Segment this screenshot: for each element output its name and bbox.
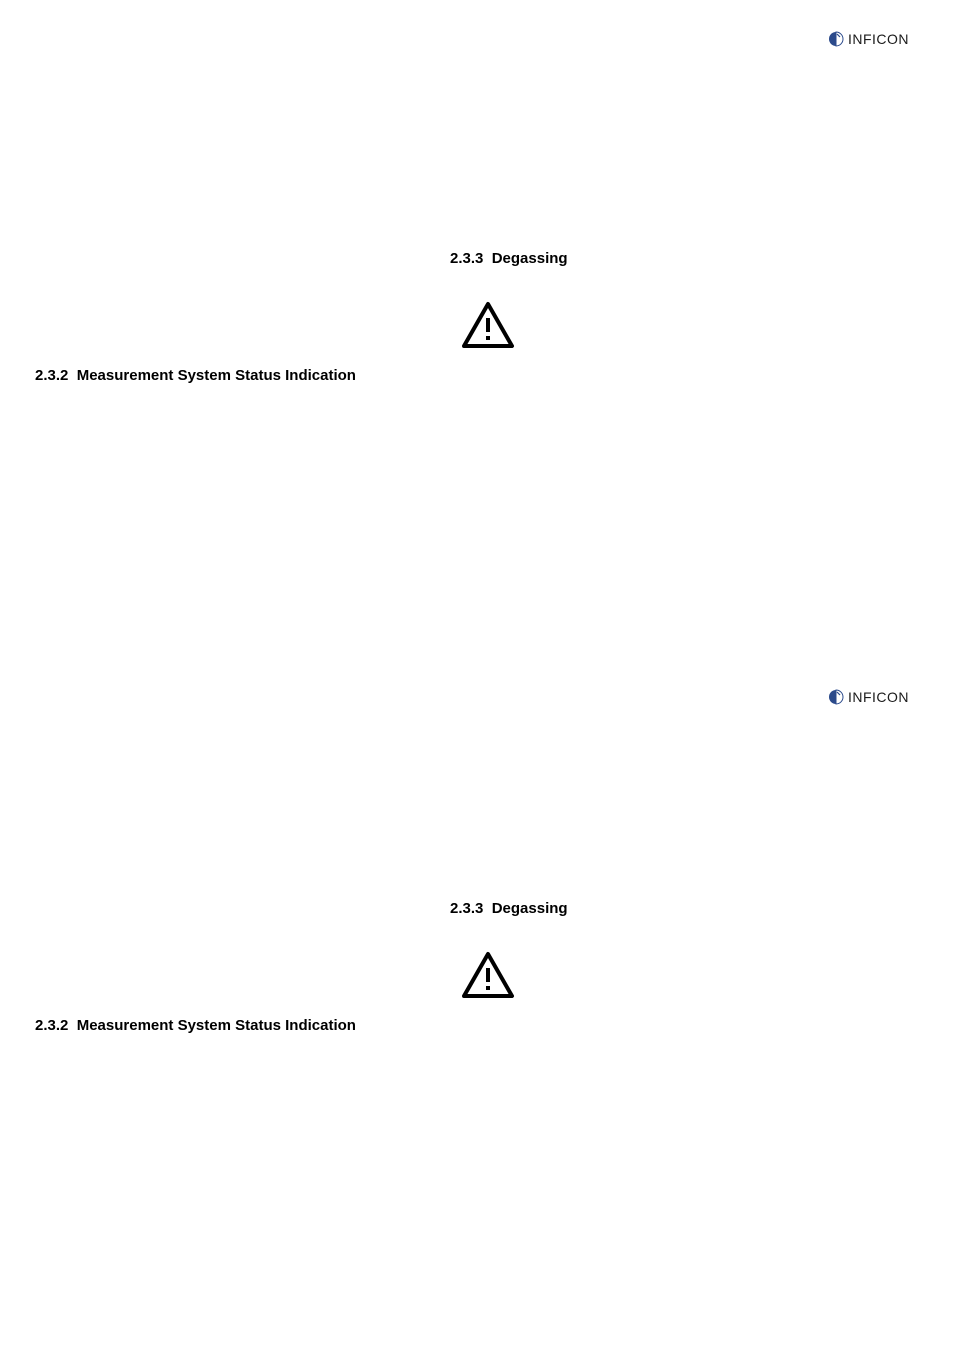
heading-title: Measurement System Status Indication <box>77 1017 356 1034</box>
heading-number: 2.3.2 <box>35 1017 68 1034</box>
warning-icon <box>460 300 516 355</box>
heading-2-3-3: 2.3.3 Degassing <box>450 250 568 267</box>
inficon-logo: INFICON <box>827 688 909 706</box>
heading-title: Degassing <box>492 250 568 267</box>
heading-title: Measurement System Status Indication <box>77 367 356 384</box>
inficon-logo: INFICON <box>827 30 909 48</box>
heading-number: 2.3.3 <box>450 900 483 917</box>
inficon-logo-icon <box>827 30 845 48</box>
heading-2-3-2: 2.3.2 Measurement System Status Indicati… <box>35 1017 356 1034</box>
heading-2-3-2: 2.3.2 Measurement System Status Indicati… <box>35 367 356 384</box>
heading-2-3-3: 2.3.3 Degassing <box>450 900 568 917</box>
warning-icon <box>460 950 516 1005</box>
page-2: INFICON 2.3.3 Degassing 2.3.2 Measuremen… <box>0 660 954 1351</box>
inficon-logo-text: INFICON <box>848 689 909 705</box>
inficon-logo-text: INFICON <box>848 31 909 47</box>
inficon-logo-icon <box>827 688 845 706</box>
heading-number: 2.3.3 <box>450 250 483 267</box>
page-1: INFICON 2.3.3 Degassing 2.3.2 Measuremen… <box>0 0 954 660</box>
heading-title: Degassing <box>492 900 568 917</box>
heading-number: 2.3.2 <box>35 367 68 384</box>
